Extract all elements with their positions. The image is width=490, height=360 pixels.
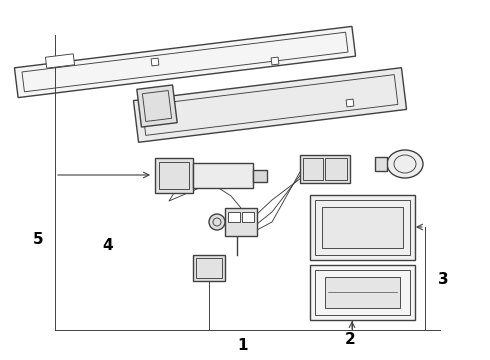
Polygon shape <box>14 26 356 98</box>
Bar <box>300 155 350 183</box>
Bar <box>242 212 254 222</box>
Polygon shape <box>271 57 279 65</box>
Bar <box>325 277 400 308</box>
Bar <box>253 170 267 182</box>
Bar <box>310 265 415 320</box>
Text: 4: 4 <box>103 238 113 252</box>
Text: 5: 5 <box>33 233 43 248</box>
Bar <box>225 208 257 236</box>
Text: 2: 2 <box>344 333 355 347</box>
Circle shape <box>209 214 225 230</box>
Polygon shape <box>151 58 159 66</box>
Polygon shape <box>46 54 74 68</box>
Bar <box>159 162 189 189</box>
Polygon shape <box>137 85 177 127</box>
Bar <box>325 158 347 180</box>
Bar <box>196 258 222 278</box>
Text: 3: 3 <box>438 273 448 288</box>
Bar <box>228 212 240 222</box>
Bar <box>315 200 410 255</box>
Bar <box>310 195 415 260</box>
Bar <box>303 158 323 180</box>
Polygon shape <box>133 68 407 142</box>
Polygon shape <box>346 99 354 107</box>
Bar <box>155 158 193 193</box>
Text: 1: 1 <box>238 338 248 352</box>
Bar <box>322 207 403 248</box>
Bar <box>193 255 225 281</box>
Ellipse shape <box>387 150 423 178</box>
Bar <box>193 163 253 188</box>
Bar <box>375 157 387 171</box>
Bar <box>315 270 410 315</box>
